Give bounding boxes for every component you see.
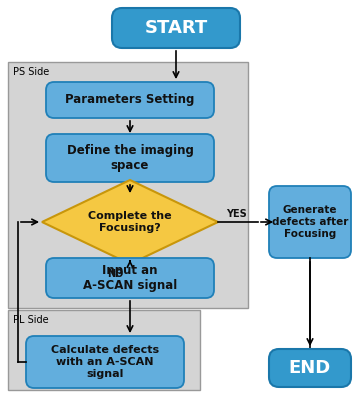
Text: YES: YES — [226, 209, 246, 219]
Text: NO: NO — [107, 269, 123, 279]
Text: Parameters Setting: Parameters Setting — [65, 94, 195, 106]
Polygon shape — [42, 180, 218, 264]
FancyBboxPatch shape — [46, 134, 214, 182]
Text: PS Side: PS Side — [13, 67, 49, 77]
FancyBboxPatch shape — [46, 258, 214, 298]
Text: Complete the
Focusing?: Complete the Focusing? — [88, 211, 172, 233]
Bar — [8, 310, 200, 390]
FancyBboxPatch shape — [269, 349, 351, 387]
Text: Input an
A-SCAN signal: Input an A-SCAN signal — [83, 264, 177, 292]
FancyBboxPatch shape — [26, 336, 184, 388]
Text: Define the imaging
space: Define the imaging space — [67, 144, 193, 172]
Text: START: START — [144, 19, 208, 37]
Text: END: END — [289, 359, 331, 377]
FancyBboxPatch shape — [269, 186, 351, 258]
FancyBboxPatch shape — [46, 82, 214, 118]
Text: Calculate defects
with an A-SCAN
signal: Calculate defects with an A-SCAN signal — [51, 345, 159, 378]
Text: PL Side: PL Side — [13, 315, 49, 325]
FancyBboxPatch shape — [112, 8, 240, 48]
Text: Generate
defects after
Focusing: Generate defects after Focusing — [272, 206, 348, 238]
Bar — [8, 62, 248, 308]
